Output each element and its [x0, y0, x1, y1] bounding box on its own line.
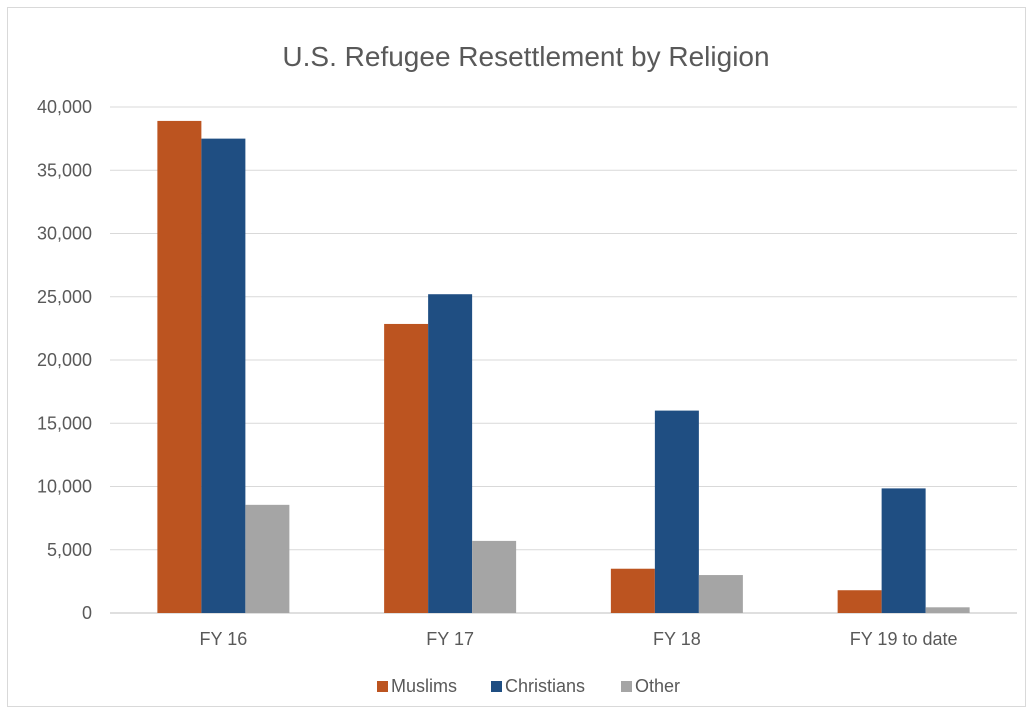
bar-other-fy-17	[472, 540, 517, 613]
bar-other-fy-19-to-date	[925, 607, 970, 613]
bar-other-fy-18	[698, 575, 743, 613]
y-tick-label: 0	[82, 603, 92, 623]
x-axis-tick-labels: FY 16 FY 17 FY 18 FY 19 to date	[200, 629, 958, 649]
legend-swatch-christians	[491, 681, 502, 692]
legend-label-muslims: Muslims	[391, 676, 457, 696]
legend-label-other: Other	[635, 676, 680, 696]
x-tick-label: FY 17	[426, 629, 474, 649]
bar-christians-fy-18	[654, 410, 699, 613]
y-tick-label: 35,000	[37, 160, 92, 180]
y-tick-label: 10,000	[37, 477, 92, 497]
bar-other-fy-16	[245, 504, 290, 613]
bar-christians-fy-17	[428, 294, 473, 613]
legend-swatch-other	[621, 681, 632, 692]
y-tick-label: 5,000	[47, 540, 92, 560]
bar-muslims-fy-19-to-date	[837, 590, 882, 613]
chart-title: U.S. Refugee Resettlement by Religion	[282, 41, 769, 72]
bar-christians-fy-19-to-date	[881, 488, 926, 613]
y-axis-tick-labels: 0 5,000 10,000 15,000 20,000 25,000 30,000 35,0…	[37, 97, 92, 623]
legend: Muslims Christians Other	[377, 676, 680, 696]
y-tick-label: 30,000	[37, 224, 92, 244]
bar-muslims-fy-18	[610, 568, 655, 613]
x-tick-label: FY 19 to date	[850, 629, 958, 649]
x-tick-label: FY 16	[200, 629, 248, 649]
legend-label-christians: Christians	[505, 676, 585, 696]
y-tick-label: 15,000	[37, 413, 92, 433]
bar-muslims-fy-17	[384, 323, 429, 613]
y-tick-label: 25,000	[37, 287, 92, 307]
bar-muslims-fy-16	[157, 120, 202, 613]
legend-swatch-muslims	[377, 681, 388, 692]
y-tick-label: 20,000	[37, 350, 92, 370]
x-tick-label: FY 18	[653, 629, 701, 649]
y-tick-label: 40,000	[37, 97, 92, 117]
bar-christians-fy-16	[201, 138, 246, 613]
bars	[157, 120, 970, 613]
